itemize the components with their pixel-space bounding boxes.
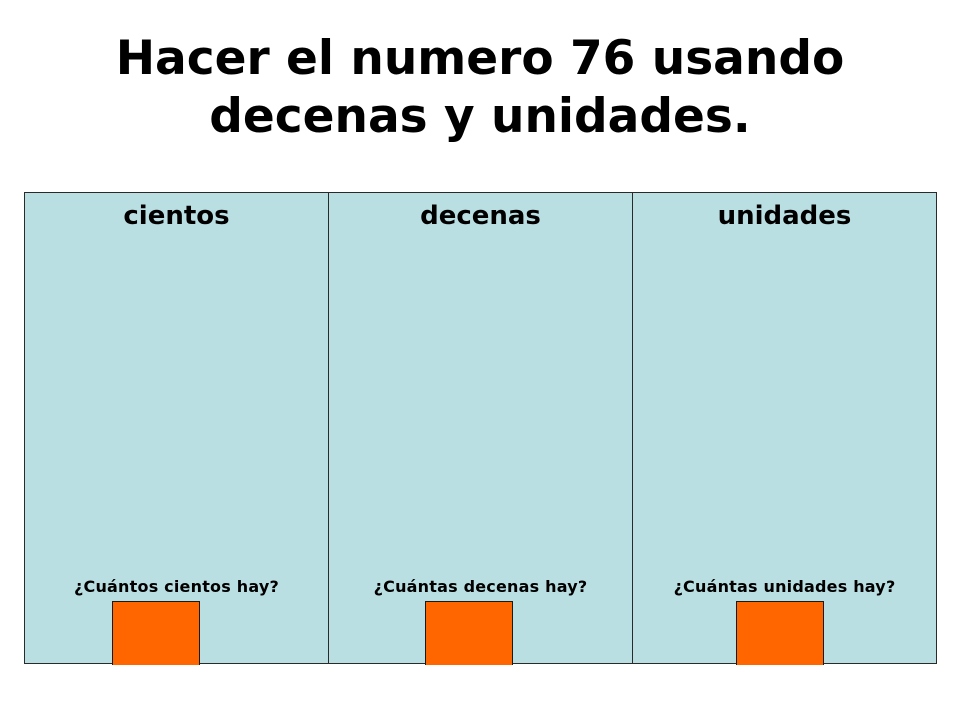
answer-box-unidades[interactable]: [736, 601, 824, 665]
answer-box-cientos[interactable]: [112, 601, 200, 665]
place-value-board: cientos ¿Cuántos cientos hay? decenas ¿C…: [24, 192, 937, 665]
question-cientos: ¿Cuántos cientos hay?: [74, 577, 279, 596]
title-line-1: Hacer el numero 76 usando: [115, 31, 845, 86]
question-decenas: ¿Cuántas decenas hay?: [373, 577, 588, 596]
answer-box-decenas[interactable]: [425, 601, 513, 665]
column-unidades: unidades ¿Cuántas unidades hay?: [633, 192, 937, 665]
column-header-decenas: decenas: [420, 201, 541, 231]
column-decenas: decenas ¿Cuántas decenas hay?: [329, 192, 633, 665]
title-line-2: decenas y unidades.: [209, 89, 751, 144]
question-unidades: ¿Cuántas unidades hay?: [673, 577, 896, 596]
page-title: Hacer el numero 76 usando decenas y unid…: [0, 30, 960, 146]
column-cientos: cientos ¿Cuántos cientos hay?: [24, 192, 329, 665]
column-header-unidades: unidades: [717, 201, 852, 231]
column-header-cientos: cientos: [123, 201, 230, 231]
